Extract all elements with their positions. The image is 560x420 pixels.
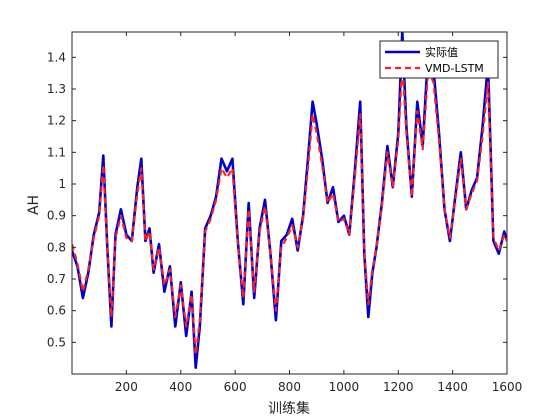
y-tick-label: 0.6 <box>47 304 66 318</box>
y-tick-label: 1 <box>58 177 66 191</box>
x-tick-label: 1200 <box>383 380 414 394</box>
y-tick-label: 1.1 <box>47 145 66 159</box>
x-tick-label: 1000 <box>329 380 360 394</box>
y-tick-label: 0.7 <box>47 272 66 286</box>
x-tick-label: 1600 <box>492 380 523 394</box>
x-tick-label: 400 <box>169 380 192 394</box>
y-tick-label: 1.4 <box>47 50 66 64</box>
y-axis-title: AH <box>26 195 42 215</box>
y-tick-label: 1.3 <box>47 82 66 96</box>
axes-group: 200 400 600 800 1000 1200 1400 1600 0.5 0.6 0.7 0.8… <box>47 31 523 394</box>
y-tick-label: 0.5 <box>47 335 66 349</box>
x-tick-label: 600 <box>224 380 247 394</box>
series-line-vmd-lstm <box>72 62 507 357</box>
y-tick-label: 0.9 <box>47 209 66 223</box>
legend-label-actual: 实际值 <box>425 45 458 59</box>
legend-label-vmd-lstm: VMD-LSTM <box>425 62 484 75</box>
x-tick-label: 200 <box>115 380 138 394</box>
x-axis-title: 训练集 <box>268 400 310 417</box>
legend: 实际值 VMD-LSTM <box>379 40 499 79</box>
legend-box <box>379 40 499 79</box>
x-tick-label: 800 <box>278 380 301 394</box>
x-tick-label: 1400 <box>437 380 468 394</box>
y-tick-label: 0.8 <box>47 240 66 254</box>
y-tick-label: 1.2 <box>47 114 66 128</box>
